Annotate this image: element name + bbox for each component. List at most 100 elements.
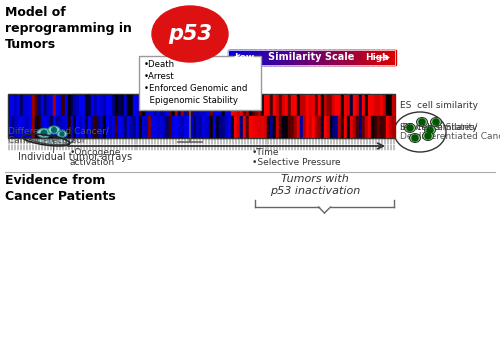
- Bar: [390, 50, 392, 65]
- Bar: [344, 116, 348, 138]
- Ellipse shape: [22, 127, 74, 145]
- Bar: [381, 50, 382, 65]
- Bar: [243, 94, 246, 116]
- Bar: [338, 50, 340, 65]
- Bar: [317, 50, 318, 65]
- Circle shape: [412, 135, 418, 141]
- Bar: [44, 116, 47, 138]
- Bar: [310, 50, 311, 65]
- Bar: [293, 50, 294, 65]
- Bar: [56, 94, 59, 116]
- Bar: [169, 116, 172, 138]
- Bar: [312, 94, 315, 116]
- Bar: [80, 116, 82, 138]
- Bar: [323, 50, 324, 65]
- Bar: [354, 116, 356, 138]
- Bar: [174, 94, 178, 116]
- Bar: [264, 50, 265, 65]
- Ellipse shape: [37, 128, 51, 138]
- Bar: [276, 50, 277, 65]
- Bar: [172, 116, 175, 138]
- Bar: [394, 50, 396, 65]
- Bar: [383, 116, 386, 138]
- Bar: [305, 50, 306, 65]
- Bar: [92, 116, 94, 138]
- Bar: [367, 50, 368, 65]
- Bar: [196, 94, 199, 116]
- Bar: [344, 50, 345, 65]
- Bar: [106, 94, 110, 116]
- Bar: [392, 94, 396, 116]
- Bar: [240, 50, 242, 65]
- Bar: [278, 50, 280, 65]
- Bar: [282, 94, 285, 116]
- Bar: [23, 94, 26, 116]
- Bar: [295, 50, 296, 65]
- Bar: [386, 50, 387, 65]
- Bar: [118, 116, 122, 138]
- Bar: [390, 50, 391, 65]
- Bar: [306, 116, 309, 138]
- Bar: [282, 50, 283, 65]
- Bar: [240, 116, 244, 138]
- Bar: [365, 94, 368, 116]
- Bar: [308, 94, 312, 116]
- Bar: [222, 94, 226, 116]
- Bar: [180, 94, 184, 116]
- Bar: [348, 116, 350, 138]
- Bar: [356, 116, 360, 138]
- Bar: [316, 50, 317, 65]
- Bar: [64, 116, 68, 138]
- Bar: [184, 116, 187, 138]
- Bar: [178, 94, 181, 116]
- Bar: [115, 116, 118, 138]
- Bar: [356, 50, 358, 65]
- Bar: [380, 94, 384, 116]
- Bar: [133, 116, 136, 138]
- Bar: [251, 50, 252, 65]
- Bar: [228, 94, 232, 116]
- Bar: [360, 94, 362, 116]
- Bar: [130, 116, 134, 138]
- Bar: [62, 94, 65, 116]
- Circle shape: [427, 127, 433, 133]
- Bar: [192, 116, 196, 138]
- Bar: [121, 116, 124, 138]
- Bar: [371, 50, 372, 65]
- Bar: [343, 50, 344, 65]
- Bar: [40, 94, 44, 116]
- Bar: [289, 50, 290, 65]
- Bar: [29, 94, 32, 116]
- Bar: [169, 94, 172, 116]
- Bar: [139, 116, 142, 138]
- Bar: [338, 94, 342, 116]
- Bar: [336, 116, 338, 138]
- Bar: [210, 94, 214, 116]
- Bar: [261, 50, 262, 65]
- Bar: [258, 94, 262, 116]
- Bar: [294, 116, 297, 138]
- Bar: [308, 50, 310, 65]
- Bar: [286, 50, 287, 65]
- Bar: [70, 94, 74, 116]
- Bar: [382, 50, 384, 65]
- Bar: [136, 94, 140, 116]
- Bar: [384, 50, 386, 65]
- Bar: [337, 50, 338, 65]
- Bar: [322, 50, 323, 65]
- Bar: [264, 116, 268, 138]
- Text: Similarity Scale: Similarity Scale: [268, 52, 354, 63]
- Bar: [336, 94, 338, 116]
- Bar: [380, 50, 382, 65]
- Bar: [349, 50, 350, 65]
- Bar: [302, 94, 306, 116]
- Bar: [362, 116, 366, 138]
- Bar: [315, 50, 316, 65]
- Bar: [300, 94, 303, 116]
- Text: De-differentiated Cancer: De-differentiated Cancer: [400, 132, 500, 141]
- Text: •Death
•Arrest
•Enforced Genomic and
  Epigenomic Stability: •Death •Arrest •Enforced Genomic and Epi…: [144, 60, 248, 106]
- Bar: [366, 50, 367, 65]
- Bar: [362, 94, 366, 116]
- Bar: [294, 94, 297, 116]
- Bar: [310, 50, 312, 65]
